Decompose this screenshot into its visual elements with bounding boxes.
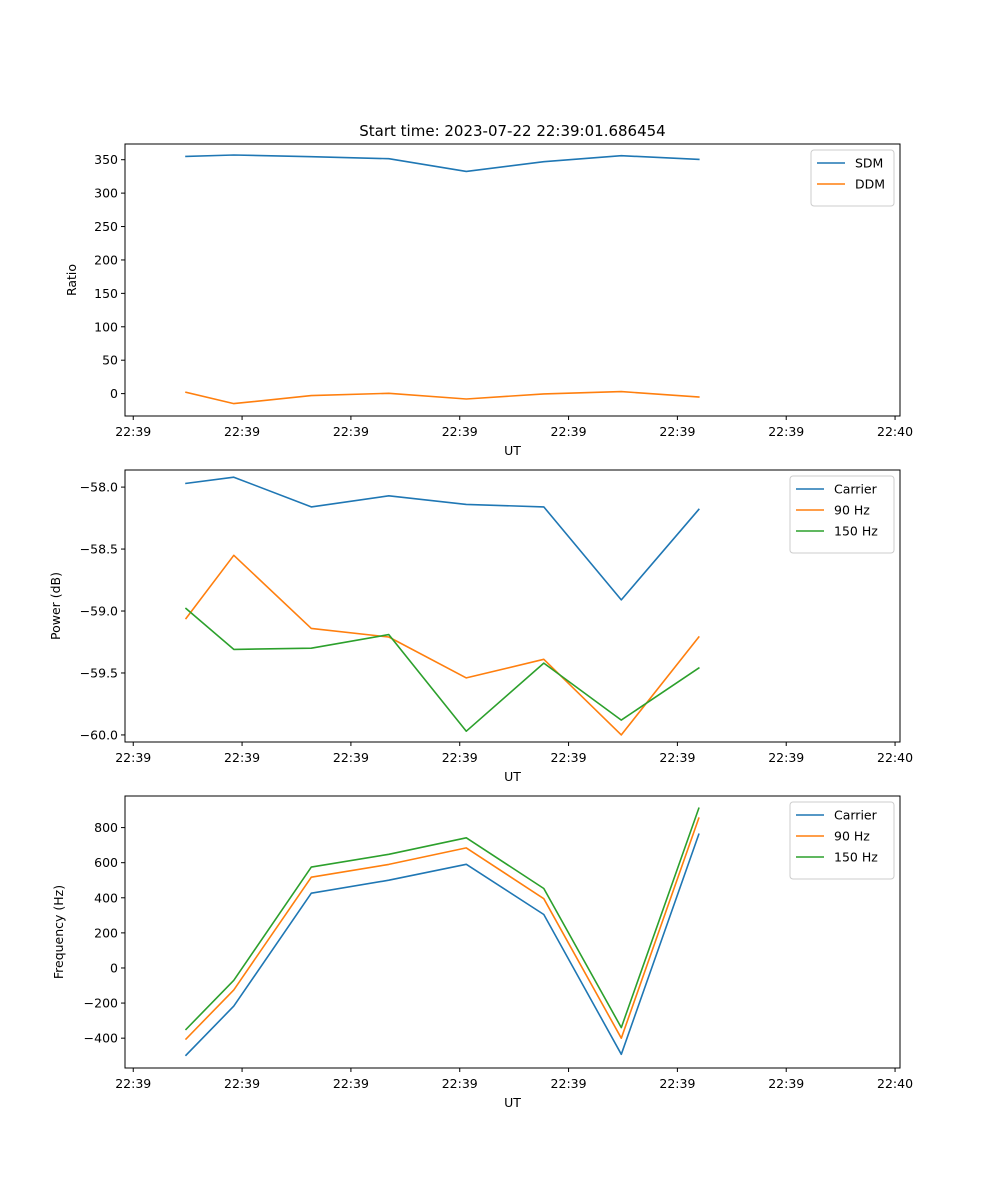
x-tick-label: 22:39 <box>551 750 587 765</box>
axes-frame <box>124 795 901 1069</box>
x-tick-label: 22:40 <box>877 1076 913 1091</box>
y-axis-label: Ratio <box>64 264 79 296</box>
y-tick-label: −200 <box>84 996 118 1011</box>
y-tick-label: −58.5 <box>80 542 118 557</box>
x-tick-label: 22:40 <box>877 424 913 439</box>
series-line-150-hz <box>184 807 700 1031</box>
y-tick-label: −58.0 <box>80 480 118 495</box>
x-axis-label: UT <box>504 769 521 784</box>
y-tick-label: −59.5 <box>80 665 118 680</box>
legend-label: 90 Hz <box>834 829 870 844</box>
y-tick-label: 200 <box>94 925 118 940</box>
series-line-150-hz <box>184 607 700 733</box>
legend: Carrier 90 Hz 150 Hz <box>789 801 895 880</box>
x-tick-label: 22:39 <box>551 424 587 439</box>
y-tick-label: 800 <box>94 820 118 835</box>
y-tick-label: 300 <box>94 186 118 201</box>
y-tick-label: 100 <box>94 319 118 334</box>
legend: Carrier 90 Hz 150 Hz <box>789 475 895 554</box>
y-tick-label: 0 <box>110 960 118 975</box>
chart-1: Start time: 2023-07-22 22:39:01.686454 0 5… <box>64 122 913 458</box>
legend-label: 150 Hz <box>834 524 878 539</box>
x-tick-label: 22:39 <box>442 424 478 439</box>
x-tick-label: 22:39 <box>659 424 695 439</box>
series-line-carrier <box>185 476 700 601</box>
y-tick-label: −60.0 <box>80 727 118 742</box>
axes-frame <box>124 143 901 417</box>
x-tick-label: 22:39 <box>115 1076 151 1091</box>
series-line-90-hz <box>184 554 700 736</box>
x-tick-label: 22:39 <box>442 750 478 765</box>
y-axis-label: Frequency (Hz) <box>51 885 66 979</box>
legend-label: 150 Hz <box>834 850 878 865</box>
x-tick-label: 22:39 <box>333 750 369 765</box>
x-tick-label: 22:39 <box>115 750 151 765</box>
legend-box <box>789 475 895 554</box>
y-axis-label: Power (dB) <box>48 572 63 640</box>
y-tick-label: 0 <box>110 386 118 401</box>
x-tick-label: 22:39 <box>224 1076 260 1091</box>
legend-label: SDM <box>855 156 883 171</box>
x-axis-label: UT <box>504 1095 521 1110</box>
x-tick-label: 22:39 <box>333 424 369 439</box>
y-tick-label: −59.0 <box>80 604 118 619</box>
y-tick-label: 200 <box>94 252 118 267</box>
x-tick-label: 22:39 <box>224 750 260 765</box>
x-tick-label: 22:40 <box>877 750 913 765</box>
y-tick-label: 600 <box>94 855 118 870</box>
legend-label: DDM <box>855 177 885 192</box>
y-tick-label: 150 <box>94 286 118 301</box>
x-tick-label: 22:39 <box>333 1076 369 1091</box>
x-tick-label: 22:39 <box>768 1076 804 1091</box>
y-tick-label: −400 <box>84 1031 118 1046</box>
legend-box <box>789 801 895 880</box>
x-axis-label: UT <box>504 443 521 458</box>
y-tick-label: 50 <box>102 353 118 368</box>
x-tick-label: 22:39 <box>768 424 804 439</box>
y-tick-label: 250 <box>94 219 118 234</box>
series-line-ddm <box>185 390 700 405</box>
x-tick-label: 22:39 <box>224 424 260 439</box>
chart-3: −400 −200 0 200 400 600 800 22:39 22:39 22:39 22:3… <box>51 795 913 1110</box>
legend-label: 90 Hz <box>834 503 870 518</box>
x-tick-label: 22:39 <box>768 750 804 765</box>
series-line-carrier <box>184 833 700 1057</box>
legend: SDM DDM <box>810 149 895 207</box>
legend-label: Carrier <box>834 808 878 823</box>
legend-label: Carrier <box>834 482 878 497</box>
series-line-90-hz <box>184 817 700 1041</box>
x-tick-label: 22:39 <box>659 1076 695 1091</box>
chart-2: −60.0 −59.5 −59.0 −58.5 −58.0 22:39 22:39 22:39… <box>48 469 913 784</box>
axes-frame <box>124 469 901 743</box>
y-tick-label: 350 <box>94 152 118 167</box>
x-tick-label: 22:39 <box>551 1076 587 1091</box>
y-tick-label: 400 <box>94 890 118 905</box>
x-tick-label: 22:39 <box>115 424 151 439</box>
legend-box <box>810 149 895 207</box>
x-tick-label: 22:39 <box>659 750 695 765</box>
chart-title: Start time: 2023-07-22 22:39:01.686454 <box>359 122 665 140</box>
x-tick-label: 22:39 <box>442 1076 478 1091</box>
series-line-sdm <box>185 154 700 173</box>
